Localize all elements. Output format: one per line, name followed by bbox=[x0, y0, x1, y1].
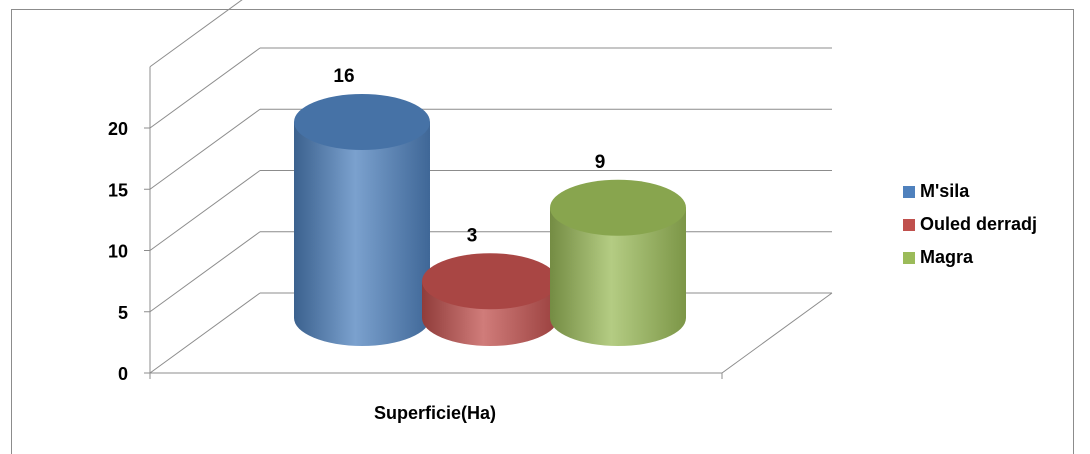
legend: M'sila Ouled derradj Magra bbox=[903, 175, 1037, 274]
y-tick-label: 5 bbox=[118, 303, 128, 323]
y-tick-label: 20 bbox=[108, 119, 128, 139]
bar-ouled-derradj bbox=[422, 253, 558, 346]
legend-swatch bbox=[903, 218, 915, 231]
bar-top bbox=[294, 94, 430, 150]
y-tick-label: 0 bbox=[118, 364, 128, 384]
chart-frame bbox=[11, 9, 1074, 454]
y-tick-label: 15 bbox=[108, 180, 128, 200]
data-label: 16 bbox=[333, 66, 354, 87]
legend-item-msila: M'sila bbox=[903, 175, 1037, 208]
data-label: 3 bbox=[467, 225, 478, 246]
gridline-side bbox=[149, 108, 261, 190]
gridline-side bbox=[149, 292, 261, 374]
bar-top bbox=[550, 179, 686, 236]
gridline-side bbox=[149, 47, 261, 129]
legend-label: M'sila bbox=[920, 181, 970, 201]
y-tick-label: 10 bbox=[108, 242, 128, 262]
floor-right-edge bbox=[721, 292, 833, 374]
data-label: 9 bbox=[595, 152, 606, 173]
bar-top bbox=[422, 253, 558, 310]
legend-swatch bbox=[903, 185, 915, 198]
gridline-side bbox=[149, 231, 261, 313]
legend-label: Magra bbox=[920, 247, 974, 267]
bar-m-sila bbox=[294, 94, 430, 346]
legend-item-ouled-derradj: Ouled derradj bbox=[903, 208, 1037, 241]
gridline-side bbox=[149, 0, 243, 68]
legend-swatch bbox=[903, 251, 915, 264]
bar-magra bbox=[550, 179, 686, 346]
bar-body bbox=[294, 122, 430, 346]
bar-body bbox=[550, 207, 686, 346]
legend-label: Ouled derradj bbox=[920, 214, 1038, 234]
gridline-side bbox=[149, 170, 261, 251]
legend-item-magra: Magra bbox=[903, 241, 1037, 274]
x-category-label: Superficie(Ha) bbox=[374, 403, 496, 423]
